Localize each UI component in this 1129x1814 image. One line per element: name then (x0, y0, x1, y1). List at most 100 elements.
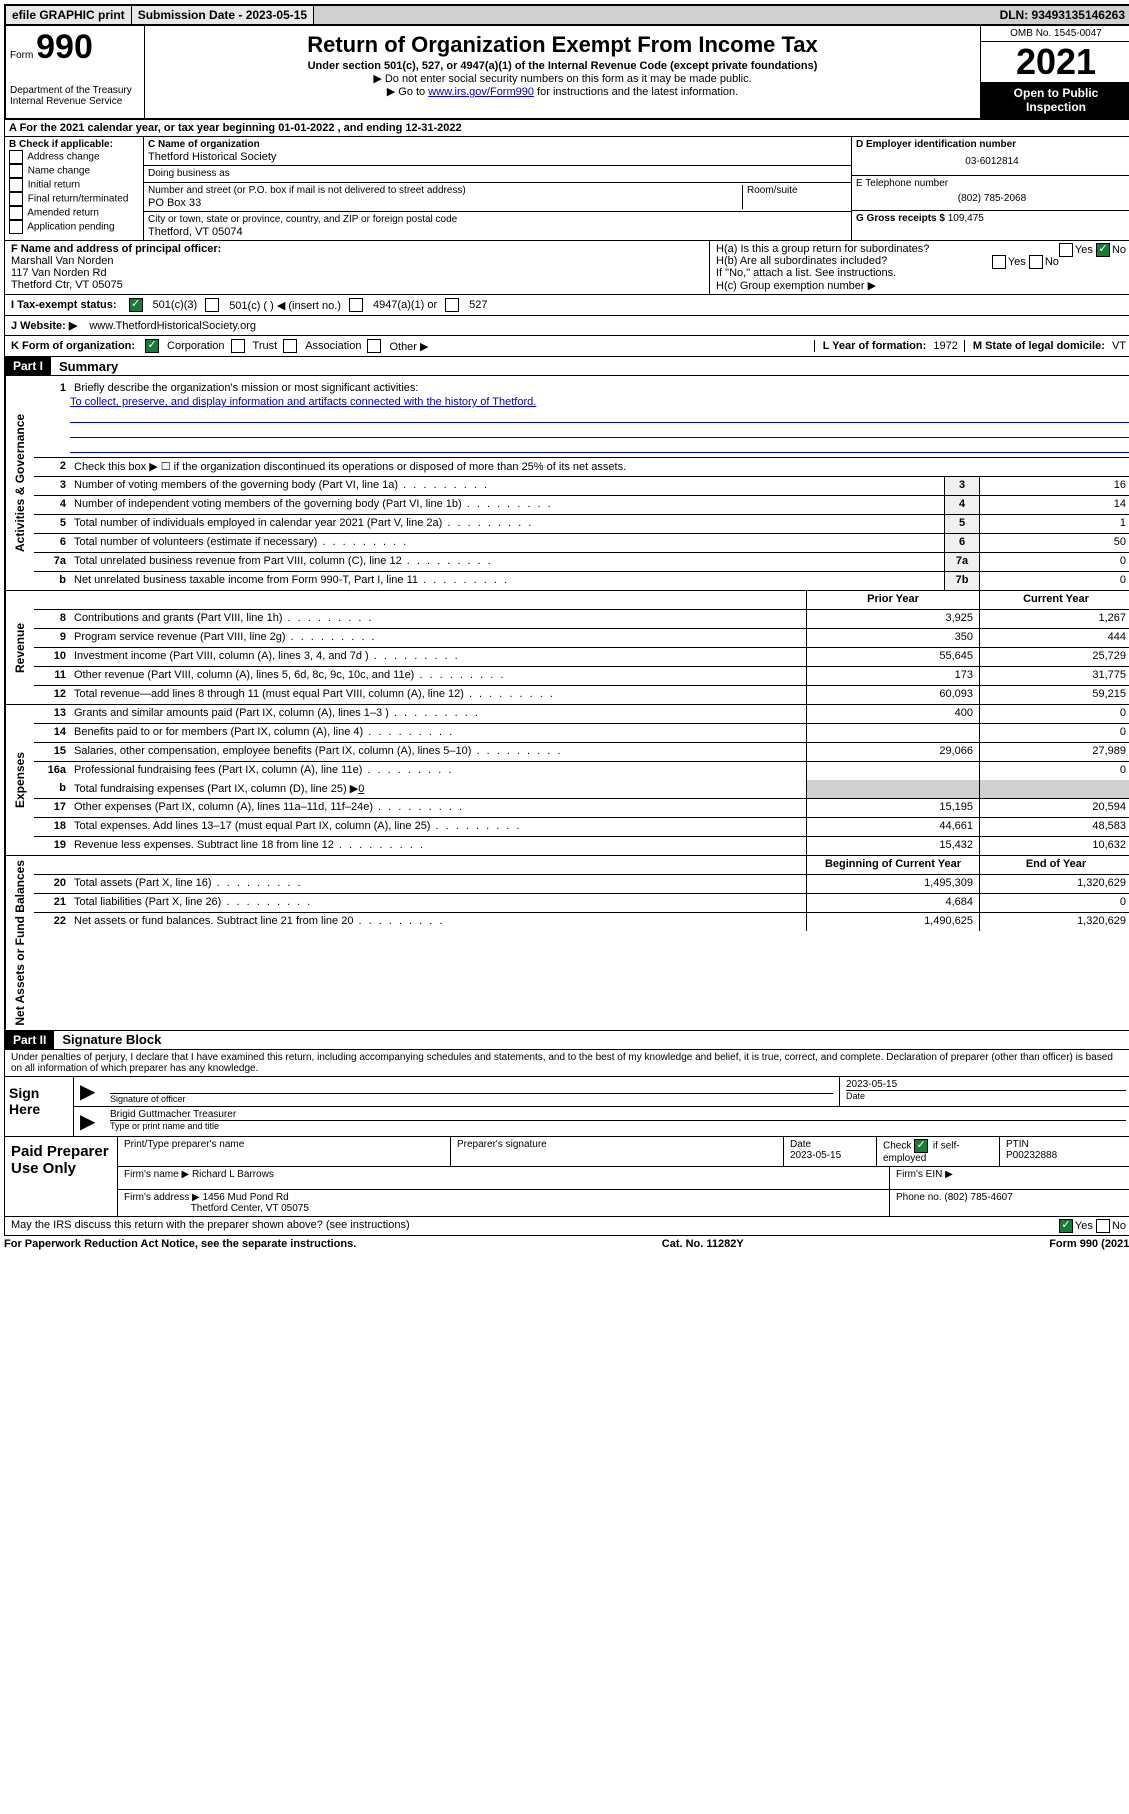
mission-line (70, 423, 1129, 438)
prep-phone: (802) 785-4607 (944, 1192, 1012, 1203)
tax-year: 2021 (981, 42, 1129, 82)
prior-val: 60,093 (806, 686, 979, 704)
f-label: F Name and address of principal officer: (11, 243, 703, 255)
curr-val: 0 (979, 724, 1129, 742)
prep-check-label: Check (883, 1140, 911, 1151)
city-value: Thetford, VT 05074 (148, 225, 847, 238)
table-row: 21 Total liabilities (Part X, line 26) 4… (34, 894, 1129, 913)
opt-4947: 4947(a)(1) or (373, 299, 437, 311)
chk-address-change[interactable]: Address change (9, 150, 139, 164)
efile-print-button[interactable]: efile GRAPHIC print (6, 6, 132, 24)
sign-here-label: Sign Here (5, 1077, 74, 1136)
line-num: 19 (34, 837, 70, 855)
curr-val: 10,632 (979, 837, 1129, 855)
mission-text[interactable]: To collect, preserve, and display inform… (70, 396, 536, 408)
note2-pre: ▶ Go to (387, 86, 428, 98)
city-label: City or town, state or province, country… (148, 214, 847, 225)
sig-officer-label: Signature of officer (110, 1093, 833, 1104)
netassets-section: Net Assets or Fund Balances Beginning of… (4, 856, 1129, 1031)
sign-row-2: ▶ Brigid Guttmacher Treasurer Type or pr… (74, 1107, 1129, 1136)
chk-trust[interactable] (231, 339, 245, 353)
form-label: Form (10, 50, 33, 61)
curr-val: 25,729 (979, 648, 1129, 666)
chk-discuss-no[interactable] (1096, 1219, 1110, 1233)
discuss-row: May the IRS discuss this return with the… (4, 1217, 1129, 1236)
j-label: J Website: ▶ (11, 319, 77, 332)
line-desc: Total liabilities (Part X, line 26) (70, 894, 806, 912)
org-name: Thetford Historical Society (148, 150, 847, 163)
col-d-ein: D Employer identification number 03-6012… (851, 137, 1129, 240)
hb-no[interactable]: No (1045, 256, 1059, 268)
mission-line (70, 438, 1129, 453)
line-desc: Salaries, other compensation, employee b… (70, 743, 806, 761)
street-label: Number and street (or P.O. box if mail i… (148, 185, 742, 196)
sign-block: Sign Here ▶ Signature of officer 2023-05… (4, 1077, 1129, 1137)
chk-501c[interactable] (205, 298, 219, 312)
street-block: Number and street (or P.O. box if mail i… (148, 185, 743, 209)
line-num: 13 (34, 705, 70, 723)
chk-527[interactable] (445, 298, 459, 312)
firm-addr-label: Firm's address ▶ (124, 1192, 200, 1203)
prep-name-label: Print/Type preparer's name (118, 1137, 451, 1166)
row-klm: K Form of organization: ✓Corporation Tru… (4, 336, 1129, 357)
line2-desc: Check this box ▶ ☐ if the organization d… (70, 458, 1129, 476)
line-desc: Program service revenue (Part VIII, line… (70, 629, 806, 647)
website-url[interactable]: www.ThetfordHistoricalSociety.org (89, 320, 256, 332)
chk-corp[interactable]: ✓ (145, 339, 159, 353)
ha-yes[interactable]: Yes (1075, 244, 1093, 256)
header-left: Form 990 Department of the Treasury Inte… (6, 26, 145, 118)
preparer-label: Paid Preparer Use Only (5, 1137, 118, 1216)
dln: DLN: 93493135146263 (994, 6, 1129, 24)
section-h: H(a) Is this a group return for subordin… (710, 241, 1129, 294)
form-title: Return of Organization Exempt From Incom… (149, 32, 976, 58)
line3-box: 3 (944, 477, 979, 495)
submission-date: Submission Date - 2023-05-15 (132, 6, 314, 24)
preparer-right: Print/Type preparer's name Preparer's si… (118, 1137, 1129, 1216)
line7b-num: b (34, 572, 70, 590)
irs-link[interactable]: www.irs.gov/Form990 (428, 86, 534, 98)
officer-addr2: Thetford Ctr, VT 05075 (11, 279, 703, 291)
line-num: 22 (34, 913, 70, 931)
line16b-desc: Total fundraising expenses (Part IX, col… (70, 780, 806, 798)
chk-4947[interactable] (349, 298, 363, 312)
officer-name: Marshall Van Norden (11, 255, 703, 267)
chk-app-pending[interactable]: Application pending (9, 220, 139, 234)
table-row: 15 Salaries, other compensation, employe… (34, 743, 1129, 762)
line4-val: 14 (979, 496, 1129, 514)
table-row: 8 Contributions and grants (Part VIII, l… (34, 610, 1129, 629)
table-row: 11 Other revenue (Part VIII, column (A),… (34, 667, 1129, 686)
chk-501c3[interactable]: ✓ (129, 298, 143, 312)
line2-num: 2 (34, 458, 70, 476)
hb-yes[interactable]: Yes (1008, 256, 1026, 268)
chk-name-change[interactable]: Name change (9, 164, 139, 178)
col-c-org-info: C Name of organization Thetford Historic… (144, 137, 851, 240)
line-desc: Other expenses (Part IX, column (A), lin… (70, 799, 806, 817)
prior-val: 15,195 (806, 799, 979, 817)
ein-label: D Employer identification number (856, 139, 1128, 150)
table-row: 12 Total revenue—add lines 8 through 11 … (34, 686, 1129, 704)
chk-assoc[interactable] (283, 339, 297, 353)
line3-val: 16 (979, 477, 1129, 495)
chk-other[interactable] (367, 339, 381, 353)
discuss-label: May the IRS discuss this return with the… (11, 1219, 410, 1233)
prep-date: 2023-05-15 (790, 1150, 841, 1161)
chk-amended[interactable]: Amended return (9, 206, 139, 220)
chk-self-employed[interactable]: ✓ (914, 1139, 928, 1153)
curr-val: 48,583 (979, 818, 1129, 836)
header-center: Return of Organization Exempt From Incom… (145, 26, 980, 118)
line5-val: 1 (979, 515, 1129, 533)
prep-row-2: Firm's name ▶ Richard L Barrows Firm's E… (118, 1167, 1129, 1190)
dept-treasury: Department of the Treasury (10, 85, 140, 96)
line-num: 15 (34, 743, 70, 761)
line-num: 10 (34, 648, 70, 666)
chk-initial-return[interactable]: Initial return (9, 178, 139, 192)
line1-label: Briefly describe the organization's miss… (70, 380, 1129, 396)
part1-title: Summary (51, 359, 118, 374)
sign-right: ▶ Signature of officer 2023-05-15 Date ▶… (74, 1077, 1129, 1136)
line7b-val: 0 (979, 572, 1129, 590)
chk-discuss-yes[interactable]: ✓ (1059, 1219, 1073, 1233)
firm-ein-label: Firm's EIN ▶ (890, 1167, 1129, 1189)
ha-no[interactable]: No (1112, 244, 1126, 256)
arrow-icon: ▶ (74, 1077, 104, 1106)
chk-final-return[interactable]: Final return/terminated (9, 192, 139, 206)
